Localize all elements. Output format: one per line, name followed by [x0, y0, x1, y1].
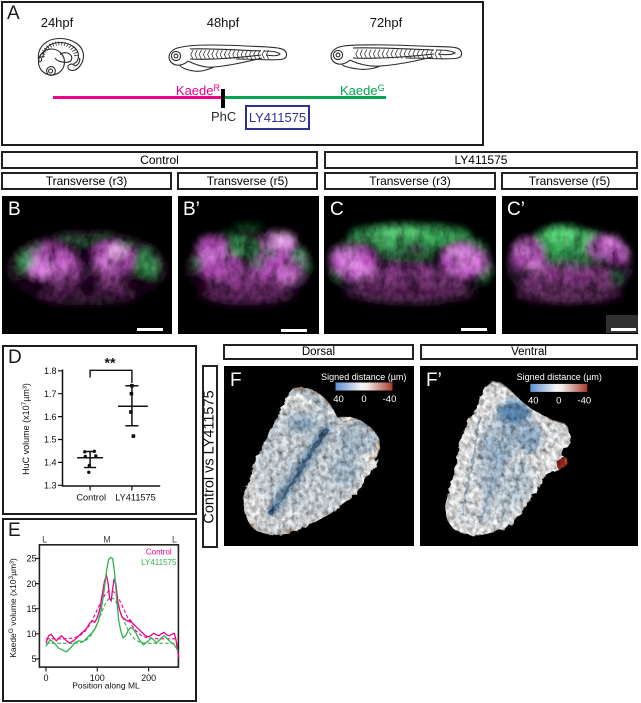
- svg-text:10: 10: [26, 629, 36, 639]
- svg-text:5: 5: [31, 654, 36, 664]
- svg-text:F: F: [230, 370, 242, 391]
- svg-text:LY411575: LY411575: [141, 558, 177, 567]
- svg-text:M: M: [103, 535, 111, 545]
- svg-text:0: 0: [556, 395, 561, 406]
- svg-text:1.4: 1.4: [44, 458, 57, 468]
- svg-text:1.8: 1.8: [44, 366, 57, 376]
- svg-text:L: L: [42, 535, 47, 545]
- svg-text:15: 15: [26, 604, 36, 614]
- svg-text:Signed distance (µm): Signed distance (µm): [321, 372, 406, 382]
- svg-text:0: 0: [43, 673, 48, 683]
- svg-text:-40: -40: [382, 394, 396, 405]
- svg-text:Control: Control: [146, 548, 172, 557]
- svg-text:-40: -40: [577, 395, 591, 406]
- svg-text:1.7: 1.7: [44, 389, 57, 399]
- svg-text:L: L: [172, 535, 177, 545]
- svg-text:200: 200: [141, 673, 156, 683]
- svg-text:0: 0: [361, 394, 366, 405]
- svg-text:1.5: 1.5: [44, 435, 57, 445]
- svg-text:Control: Control: [76, 493, 106, 503]
- svg-text:HuC volume (x107µm³): HuC volume (x107µm³): [21, 383, 32, 475]
- svg-text:1.3: 1.3: [44, 481, 57, 491]
- svg-text:40: 40: [333, 394, 344, 405]
- svg-text:20: 20: [26, 579, 36, 589]
- svg-text:1.6: 1.6: [44, 412, 57, 422]
- svg-text:Position along ML: Position along ML: [72, 681, 140, 691]
- svg-text:25: 25: [26, 554, 36, 564]
- svg-text:F’: F’: [426, 370, 442, 391]
- svg-text:KaedeG volume (x103µm³): KaedeG volume (x103µm³): [8, 558, 19, 658]
- svg-text:LY411575: LY411575: [115, 493, 156, 503]
- svg-text:100: 100: [90, 673, 105, 683]
- svg-text:Signed distance (µm): Signed distance (µm): [517, 372, 602, 382]
- svg-text:40: 40: [528, 395, 539, 406]
- svg-text:**: **: [105, 355, 116, 371]
